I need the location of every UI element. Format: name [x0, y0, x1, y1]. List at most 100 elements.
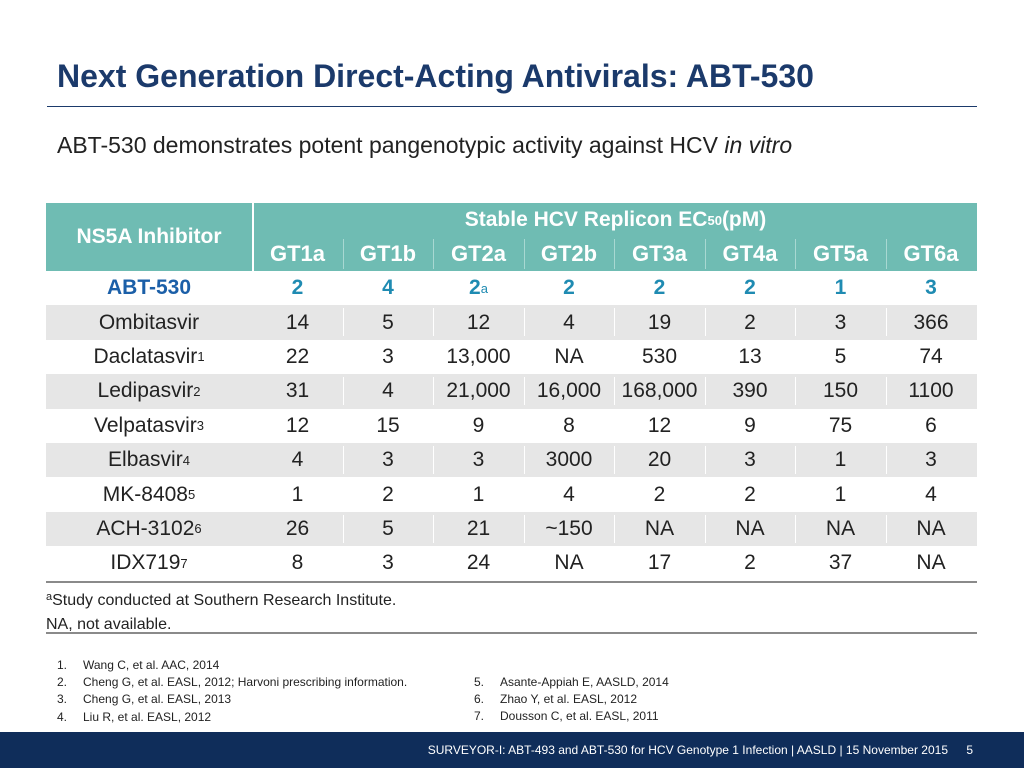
footer-bar: SURVEYOR-I: ABT-493 and ABT-530 for HCV … — [0, 732, 1024, 768]
value-cell-gt6a: 1100 — [886, 374, 976, 408]
header-column-divider — [795, 239, 796, 269]
value-cell-gt1b: 4 — [343, 374, 433, 408]
ec50-value: NA — [916, 516, 946, 540]
inhibitor-name-cell: Ledipasvir 2 — [46, 374, 252, 408]
table-row: Ombitasvir 14 5 12 4 19 2 3 366 — [46, 305, 977, 340]
header-column-divider — [433, 239, 434, 269]
inhibitor-name-cell: ABT-530 — [46, 271, 252, 305]
subtitle-italic: in vitro — [724, 132, 793, 158]
column-divider — [795, 342, 796, 371]
genotype-header-gt1b: GT1b — [359, 241, 417, 266]
note-study: aStudy conducted at Southern Research In… — [46, 585, 396, 613]
inhibitor-name: Ombitasvir — [98, 310, 200, 334]
ec50-value: 1 — [472, 482, 485, 506]
ec50-value: 4 — [382, 276, 394, 300]
value-cell-gt6a: 74 — [886, 340, 976, 374]
notes-divider — [46, 632, 977, 634]
column-divider — [433, 274, 434, 302]
column-divider — [705, 377, 706, 406]
reference-number: 5. — [474, 675, 485, 689]
column-divider — [614, 514, 615, 543]
ec50-value: 2 — [291, 276, 304, 300]
ec50-value: 31 — [285, 379, 310, 403]
column-divider — [795, 549, 796, 578]
value-cell-gt1a: 12 — [252, 409, 343, 443]
column-divider — [795, 411, 796, 440]
inhibitor-name-cell: Ombitasvir — [46, 305, 252, 339]
ec50-value: 8 — [563, 413, 575, 437]
column-divider — [886, 514, 887, 543]
column-divider — [705, 514, 706, 543]
ec50-value: 37 — [828, 551, 853, 575]
ec50-value: 1100 — [908, 379, 954, 403]
table-row: ABT-530 2 4 2 a 2 2 2 1 3 — [46, 271, 977, 305]
value-cell-gt2a: 3 — [433, 443, 524, 477]
inhibitor-name-cell: Velpatasvir 3 — [46, 409, 252, 443]
reference-marker: 1 — [197, 349, 205, 365]
ec50-value: 2 — [563, 276, 575, 300]
ec50-value: 3 — [382, 448, 394, 472]
genotype-header-gt2b: GT2b — [540, 241, 598, 266]
column-divider — [433, 549, 434, 578]
column-divider — [886, 274, 887, 302]
value-cell-gt5a: 150 — [795, 374, 886, 408]
column-divider — [614, 377, 615, 406]
column-divider — [433, 342, 434, 371]
value-cell-gt6a: 3 — [886, 443, 976, 477]
slide-subtitle: ABT-530 demonstrates potent pangenotypic… — [57, 132, 792, 159]
ec50-value: 3 — [382, 551, 394, 575]
value-cell-gt3a: NA — [614, 512, 705, 546]
column-divider — [524, 411, 525, 440]
column-divider — [886, 445, 887, 474]
column-divider — [433, 514, 434, 543]
column-divider — [886, 377, 887, 406]
reference-item: 3. Cheng G, et al. EASL, 2013 — [57, 691, 407, 708]
column-divider — [524, 445, 525, 474]
ec50-value: 8 — [291, 551, 304, 575]
value-cell-gt1b: 3 — [343, 443, 433, 477]
value-cell-gt6a: 4 — [886, 477, 976, 511]
column-divider — [343, 549, 344, 578]
value-cell-gt1b: 3 — [343, 340, 433, 374]
value-cell-gt6a: NA — [886, 512, 976, 546]
table-row: ACH-3102 6 26 5 21 ~150 NA NA NA NA — [46, 511, 977, 547]
value-cell-gt1a: 14 — [252, 305, 343, 339]
value-cell-gt3a: 2 — [614, 271, 705, 305]
column-divider — [614, 411, 615, 440]
ec50-value: ~150 — [545, 516, 593, 540]
column-divider — [705, 549, 706, 578]
ec50-value: 5 — [382, 516, 394, 540]
ec50-value: 17 — [647, 551, 672, 575]
ec50-value: NA — [825, 516, 856, 540]
ec50-value: 19 — [647, 310, 672, 334]
ec50-value: 12 — [285, 413, 310, 437]
reference-text: Cheng G, et al. EASL, 2013 — [83, 692, 232, 707]
inhibitor-name-cell: ACH-3102 6 — [46, 512, 252, 546]
column-divider — [343, 411, 344, 440]
value-cell-gt3a: 17 — [614, 546, 705, 580]
inhibitor-name: Daclatasvir — [93, 344, 198, 368]
reference-number: 3. — [57, 692, 68, 707]
ec50-value: 3 — [925, 276, 937, 300]
value-cell-gt1a: 26 — [252, 512, 343, 546]
column-divider — [524, 480, 525, 509]
value-cell-gt1b: 5 — [343, 305, 433, 339]
column-divider — [614, 480, 615, 509]
column-divider — [614, 308, 615, 337]
ec50-value: 21,000 — [446, 379, 511, 403]
reference-number: 6. — [474, 692, 485, 707]
value-cell-gt2b: 3000 — [524, 443, 614, 477]
table-row: Velpatasvir 3 12 15 9 8 12 9 75 6 — [46, 409, 977, 443]
inhibitor-name-cell: Elbasvir 4 — [46, 443, 252, 477]
footer-text: SURVEYOR-I: ABT-493 and ABT-530 for HCV … — [427, 743, 948, 757]
table-header: NS5A Inhibitor Stable HCV Replicon EC 50 … — [46, 203, 977, 271]
value-cell-gt4a: 2 — [705, 305, 795, 339]
value-cell-gt5a: 3 — [795, 305, 886, 339]
table-bottom-rule — [46, 580, 977, 583]
reference-marker: 4 — [182, 452, 190, 468]
inhibitor-name-cell: MK-8408 5 — [46, 477, 252, 511]
value-cell-gt5a: 1 — [795, 443, 886, 477]
ec50-value: 3 — [744, 448, 756, 472]
column-divider — [886, 308, 887, 337]
value-cell-gt1a: 4 — [252, 443, 343, 477]
